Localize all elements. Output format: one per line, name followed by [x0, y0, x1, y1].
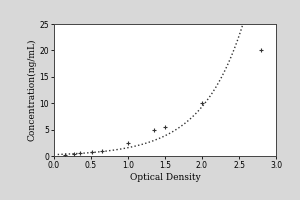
Y-axis label: Concentration(ng/mL): Concentration(ng/mL) — [28, 39, 37, 141]
X-axis label: Optical Density: Optical Density — [130, 173, 200, 182]
